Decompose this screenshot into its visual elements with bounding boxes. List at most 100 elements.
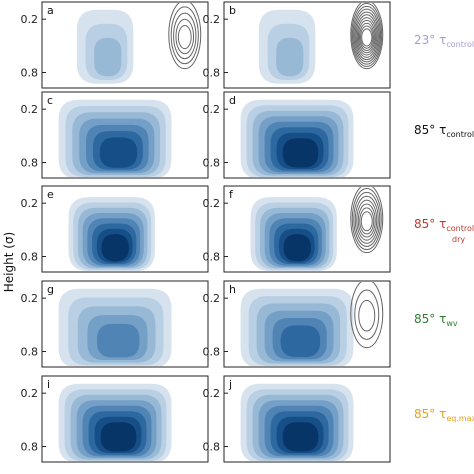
contour-level [280,325,321,358]
filled-contours [240,282,384,366]
line-contour [354,11,379,61]
filled-contours [250,187,384,271]
filled-contours [58,288,172,366]
panel-e: 0.2 0.8 e [21,185,209,273]
y-tick-label: 0.8 [21,67,39,80]
line-contour [357,203,376,238]
line-contour [355,14,378,58]
row-label: 85° τcontrol dry [414,217,474,244]
y-tick-label: 0.8 [203,157,221,170]
row-label: 85° τwv [414,312,458,328]
y-tick-label: 0.8 [21,157,39,170]
y-tick-label: 0.2 [21,292,39,305]
line-contour [357,19,376,54]
row-label-text: 85° τcontrol [414,217,474,233]
panel-g: 0.2 0.8 g [21,280,209,368]
line-contour [358,22,375,51]
filled-contours [58,383,172,461]
line-contour [354,195,379,244]
y-tick-label: 0.2 [21,197,39,210]
line-contour [360,211,373,232]
panel-j: 0.2 0.8 j [203,375,391,463]
panel-h: 0.2 0.8 h [203,280,391,368]
filled-contours [58,99,172,177]
row-label-subtext: dry [452,235,465,244]
y-tick-label: 0.2 [203,103,221,116]
contour-level [276,37,304,77]
y-tick-label: 0.8 [203,67,221,80]
line-contour [352,5,382,65]
panel-letter: c [47,94,53,107]
panel-letter: d [229,94,236,107]
line-contour [354,289,380,340]
panel-a: 0.2 0.8 a [21,1,209,89]
panel-c: 0.2 0.8 c [21,91,209,179]
line-contour [356,199,378,241]
panel-letter: e [47,188,54,201]
contour-level [99,137,138,168]
y-tick-label: 0.2 [21,13,39,26]
line-contour [170,6,199,65]
panel-letter: h [229,283,236,296]
contour-level [282,138,319,168]
panels-layer: 0.20.8a0.20.8b0.20.8c0.20.8d0.20.8e0.20.… [21,1,391,463]
line-contour [168,3,202,70]
line-contour [350,3,384,70]
line-contours [350,187,384,254]
line-contour [350,187,384,254]
panel-letter: i [47,378,50,391]
y-tick-label: 0.8 [203,251,221,264]
line-contour [177,24,192,50]
line-contour [356,17,377,56]
line-contour [359,207,375,235]
panel-letter: j [228,378,232,391]
row-label: 85° τeq.max [414,407,474,423]
contour-level [97,323,140,358]
row-label-text: 85° τcontrol [414,123,474,139]
panel-letter: a [47,4,54,17]
y-tick-label: 0.8 [203,441,221,454]
line-contours [350,282,384,349]
line-contour [360,25,374,49]
panel-letter: g [47,283,54,296]
contour-level [100,422,137,452]
line-contour [351,3,383,67]
line-contour [361,28,373,47]
y-tick-label: 0.8 [21,441,39,454]
line-contour [350,282,384,349]
y-axis-title: Height (σ) [2,232,16,292]
line-contour [173,12,197,60]
panel-d: 0.2 0.8 d [203,91,391,179]
line-contour [175,18,195,55]
y-tick-label: 0.2 [203,13,221,26]
row-label-text: 23° τcontrol [414,33,474,49]
y-tick-label: 0.2 [203,387,221,400]
row-label-text: 85° τeq.max [414,407,474,423]
filled-contours [258,3,384,84]
line-contour [353,191,381,247]
filled-contours [240,99,354,177]
panel-f: 0.2 0.8 f [203,185,391,273]
y-tick-label: 0.2 [21,387,39,400]
contour-level [283,234,311,262]
line-contour [351,188,382,251]
filled-contours [240,383,354,461]
filled-contours [68,197,155,271]
y-tick-label: 0.2 [21,103,39,116]
panel-letter: b [229,4,236,17]
contour-level [94,37,122,77]
panel-letter: f [229,188,234,201]
contour-level [101,234,129,262]
line-contour [358,299,376,332]
filled-contours [76,3,202,84]
line-contours [350,3,384,70]
y-tick-label: 0.2 [203,292,221,305]
panel-i: 0.2 0.8 i [21,375,209,463]
contour-level [282,422,319,452]
line-contours [168,3,202,70]
row-label: 23° τcontrol [414,33,474,49]
row-label-text: 85° τwv [414,312,458,328]
row-label: 85° τcontrol [414,123,474,139]
